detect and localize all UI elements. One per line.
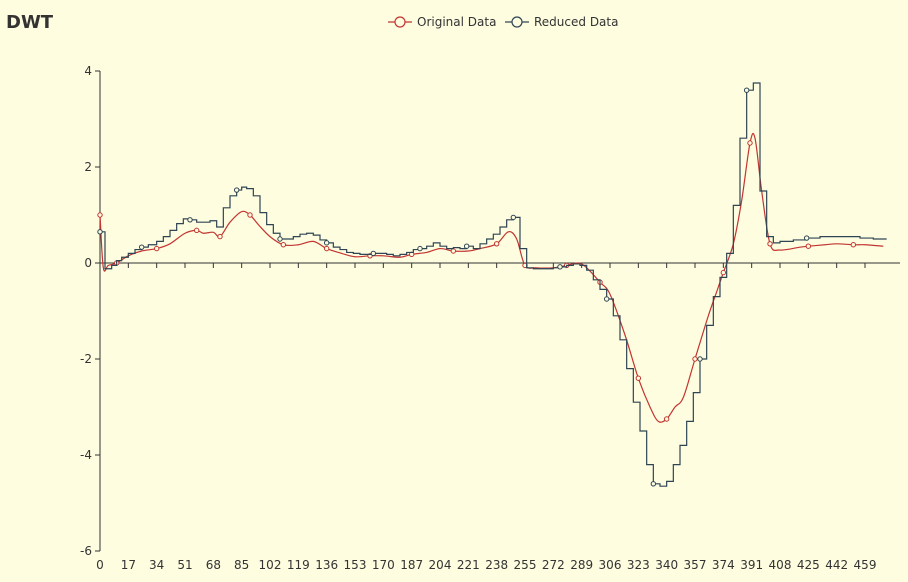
y-tick-label: 0 (84, 256, 92, 270)
x-tick-label: 34 (149, 558, 164, 572)
x-tick-label: 425 (797, 558, 820, 572)
legend[interactable]: Original Data Reduced Data (388, 15, 618, 29)
data-point[interactable] (217, 233, 223, 240)
data-point[interactable] (743, 87, 750, 93)
x-tick-label: 17 (121, 558, 136, 572)
x-tick-label: 102 (259, 558, 282, 572)
legend-item[interactable]: Original Data (388, 15, 496, 29)
legend-label: Original Data (417, 15, 496, 29)
data-point[interactable] (277, 236, 283, 242)
x-tick-label: 187 (400, 558, 423, 572)
axes: -6 -4 -2 0 2 4 0 17 34 51 68 85 102 119 136 153 170 187 20… (80, 64, 900, 572)
data-point[interactable] (138, 244, 145, 250)
data-point[interactable] (493, 241, 500, 247)
data-point[interactable] (233, 187, 240, 193)
x-tick-label: 255 (514, 558, 537, 572)
chart-title: DWT (6, 12, 54, 33)
data-point[interactable] (650, 481, 657, 487)
x-tick-label: 391 (740, 558, 763, 572)
data-point[interactable] (247, 212, 253, 218)
data-point[interactable] (417, 245, 423, 252)
y-tick-label: -2 (80, 352, 92, 366)
data-point[interactable] (323, 245, 330, 252)
x-tick-label: 221 (457, 558, 480, 572)
data-point[interactable] (193, 227, 200, 234)
data-point[interactable] (603, 296, 610, 302)
y-tick-label: 2 (84, 160, 92, 174)
y-tick-label: -6 (80, 544, 92, 558)
data-point[interactable] (692, 356, 698, 362)
data-point[interactable] (805, 243, 812, 249)
x-tick-label: 340 (655, 558, 678, 572)
data-point[interactable] (635, 375, 642, 381)
legend-label: Reduced Data (534, 15, 618, 29)
data-point[interactable] (97, 212, 103, 218)
plot-area (97, 82, 887, 487)
data-point[interactable] (850, 242, 857, 248)
legend-marker (394, 16, 406, 28)
x-tick-label: 238 (485, 558, 508, 572)
x-tick-label: 306 (599, 558, 622, 572)
data-point[interactable] (370, 250, 377, 257)
x-tick-label: 119 (287, 558, 310, 572)
y-tick-label: -4 (80, 448, 92, 462)
x-tick-label: 442 (825, 558, 848, 572)
x-tick-label: 408 (769, 558, 792, 572)
x-tick-label: 136 (315, 558, 338, 572)
data-point[interactable] (450, 248, 457, 254)
series-1 (97, 82, 887, 487)
data-point[interactable] (323, 240, 330, 246)
x-tick-label: 204 (429, 558, 452, 572)
data-point[interactable] (187, 217, 193, 223)
data-point[interactable] (720, 269, 727, 276)
data-point[interactable] (557, 264, 563, 270)
x-tick-label: 51 (177, 558, 192, 572)
data-point[interactable] (803, 235, 810, 241)
data-point[interactable] (697, 356, 703, 362)
legend-marker (511, 16, 523, 28)
x-tick-label: 272 (542, 558, 565, 572)
legend-item[interactable]: Reduced Data (505, 15, 618, 29)
data-point[interactable] (153, 245, 160, 252)
x-tick-label: 85 (234, 558, 249, 572)
series-line (99, 132, 884, 423)
series-0 (97, 132, 884, 423)
x-tick-label: 323 (627, 558, 650, 572)
x-tick-label: 153 (344, 558, 367, 572)
x-tick-label: 170 (372, 558, 395, 572)
x-tick-label: 289 (570, 558, 593, 572)
x-tick-label: 68 (206, 558, 221, 572)
x-tick-label: 459 (854, 558, 877, 572)
x-tick-label: 357 (684, 558, 707, 572)
data-point[interactable] (510, 214, 517, 221)
y-tick-label: 4 (84, 64, 92, 78)
data-point[interactable] (747, 140, 753, 146)
x-tick-label: 374 (712, 558, 735, 572)
data-point[interactable] (767, 241, 773, 247)
data-point[interactable] (97, 229, 103, 235)
data-point[interactable] (663, 416, 670, 422)
data-point[interactable] (463, 243, 470, 249)
x-tick-label: 0 (96, 558, 104, 572)
series-line (100, 82, 887, 487)
data-point[interactable] (280, 242, 287, 248)
